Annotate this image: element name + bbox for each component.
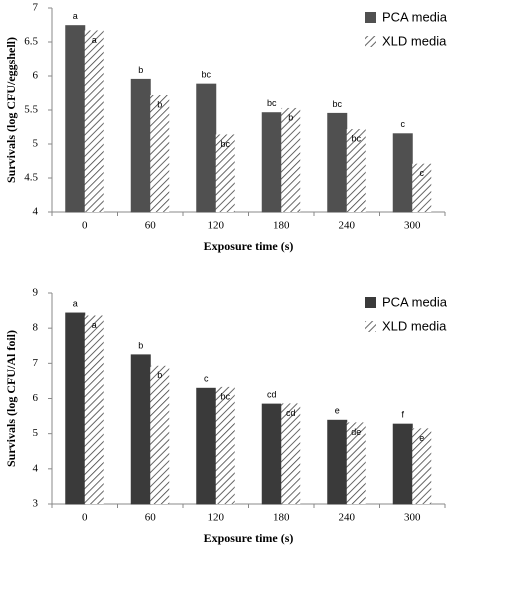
x-tick-label: 240 bbox=[339, 220, 356, 232]
legend-label: XLD media bbox=[382, 318, 447, 333]
bar-letter: c bbox=[420, 168, 425, 178]
bar bbox=[392, 423, 413, 505]
bar-letter: bc bbox=[220, 391, 230, 401]
bar bbox=[412, 428, 432, 504]
y-tick-label: 5 bbox=[33, 138, 39, 150]
y-tick-label: 4 bbox=[33, 206, 39, 218]
y-tick-label: 5 bbox=[33, 427, 39, 439]
x-tick-label: 180 bbox=[273, 512, 290, 524]
bar-letter: b bbox=[138, 340, 143, 350]
x-tick-label: 60 bbox=[145, 512, 157, 524]
legend-swatch bbox=[365, 12, 376, 23]
bar-letter: e bbox=[335, 406, 340, 416]
bar bbox=[281, 403, 301, 504]
bar bbox=[261, 403, 282, 505]
y-tick-label: 6.5 bbox=[24, 36, 38, 48]
bar bbox=[327, 419, 348, 505]
bar bbox=[327, 112, 348, 213]
bar bbox=[150, 365, 170, 504]
x-tick-label: 180 bbox=[273, 220, 290, 232]
bar-letter: e bbox=[419, 433, 424, 443]
y-tick-label: 3 bbox=[33, 498, 39, 510]
bar-letter: cd bbox=[267, 390, 277, 400]
bar-letter: de bbox=[351, 427, 361, 437]
y-axis-title: Survivals (log CFU/Al foil) bbox=[4, 330, 18, 467]
bar bbox=[130, 78, 151, 213]
x-tick-label: 240 bbox=[339, 512, 356, 524]
bar bbox=[215, 134, 235, 212]
bar-letter: a bbox=[73, 11, 78, 21]
bar-letter: f bbox=[401, 410, 404, 420]
x-tick-label: 0 bbox=[82, 512, 88, 524]
bar-letter: b bbox=[288, 112, 293, 122]
y-tick-label: 4 bbox=[33, 462, 39, 474]
legend-swatch bbox=[365, 321, 376, 332]
bar bbox=[215, 386, 235, 504]
bar-letter: c bbox=[204, 374, 209, 384]
legend-label: PCA media bbox=[382, 294, 448, 309]
bar-letter: bc bbox=[351, 133, 361, 143]
bar bbox=[346, 422, 366, 504]
y-tick-label: 4.5 bbox=[24, 172, 38, 184]
bar-letter: c bbox=[401, 119, 406, 129]
bar-letter: a bbox=[73, 298, 78, 308]
legend-swatch bbox=[365, 36, 376, 47]
bar-letter: a bbox=[92, 35, 97, 45]
bar bbox=[346, 129, 366, 212]
legend-swatch bbox=[365, 297, 376, 308]
y-tick-label: 5.5 bbox=[24, 104, 38, 116]
x-tick-label: 300 bbox=[404, 220, 421, 232]
bar bbox=[196, 83, 217, 213]
y-tick-label: 7 bbox=[33, 2, 39, 14]
bar-letter: bc bbox=[201, 70, 211, 80]
y-tick-label: 8 bbox=[33, 322, 39, 334]
bar bbox=[150, 95, 170, 212]
bar bbox=[261, 112, 282, 213]
x-tick-label: 300 bbox=[404, 512, 421, 524]
bar bbox=[84, 30, 104, 212]
bar bbox=[412, 163, 432, 212]
bar bbox=[65, 312, 86, 505]
x-axis-title: Exposure time (s) bbox=[204, 531, 294, 545]
y-tick-label: 7 bbox=[33, 357, 39, 369]
bar-letter: bc bbox=[220, 139, 230, 149]
y-tick-label: 9 bbox=[33, 287, 39, 299]
bar-letter: b bbox=[157, 99, 162, 109]
bar bbox=[84, 315, 104, 504]
bar bbox=[196, 387, 217, 505]
bar-letter: bc bbox=[267, 98, 277, 108]
bar bbox=[130, 354, 151, 505]
y-tick-label: 6 bbox=[33, 70, 39, 82]
x-tick-label: 120 bbox=[208, 220, 225, 232]
x-tick-label: 60 bbox=[145, 220, 157, 232]
bar bbox=[281, 107, 301, 212]
bar-letter: b bbox=[157, 370, 162, 380]
x-tick-label: 0 bbox=[82, 220, 88, 232]
bar bbox=[392, 133, 413, 213]
bar bbox=[65, 25, 86, 213]
bar-letter: cd bbox=[286, 408, 296, 418]
y-axis-title: Survivals (log CFU/eggshell) bbox=[4, 37, 18, 183]
bar-letter: a bbox=[92, 320, 97, 330]
bar-letter: b bbox=[138, 65, 143, 75]
bar-letter: bc bbox=[332, 99, 342, 109]
x-axis-title: Exposure time (s) bbox=[204, 239, 294, 253]
legend-label: XLD media bbox=[382, 33, 447, 48]
legend-label: PCA media bbox=[382, 9, 448, 24]
x-tick-label: 120 bbox=[208, 512, 225, 524]
y-tick-label: 6 bbox=[33, 392, 39, 404]
